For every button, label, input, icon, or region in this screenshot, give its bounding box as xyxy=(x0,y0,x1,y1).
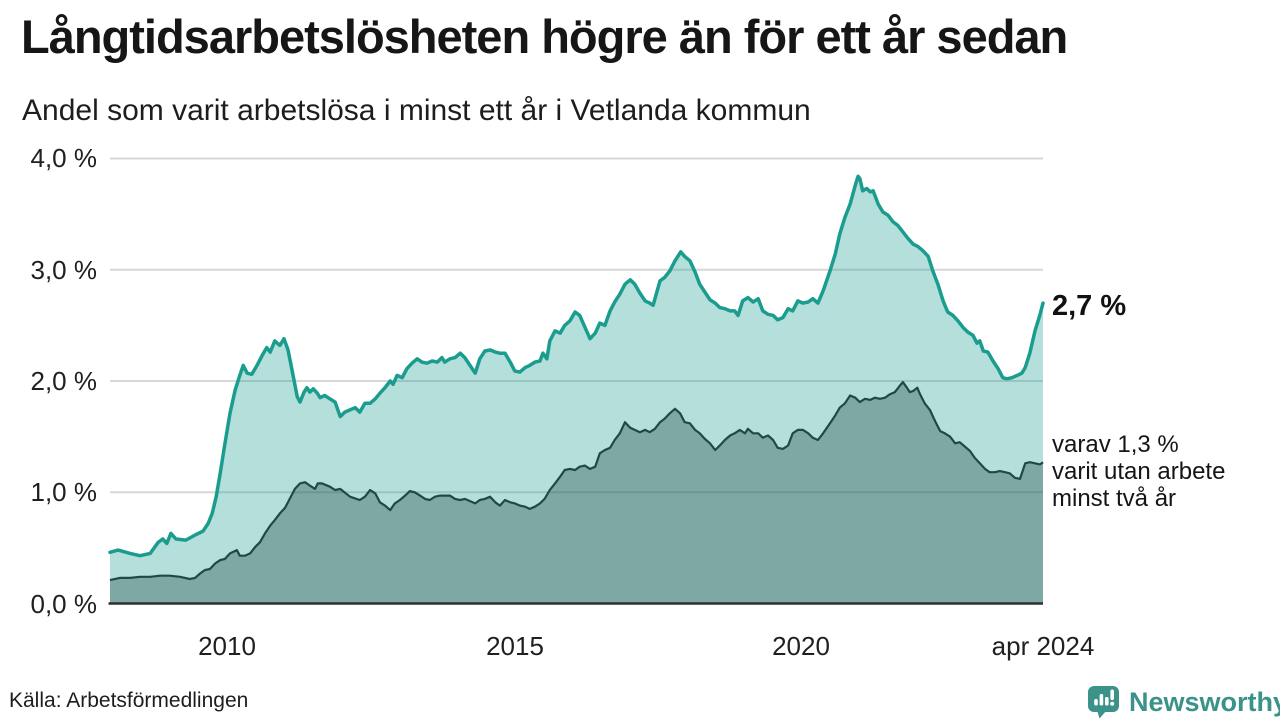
x-axis-tick-2020: 2020 xyxy=(772,631,830,661)
series1-area xyxy=(110,176,1043,604)
series2-annotation: varav 1,3 % varit utan arbete minst två … xyxy=(1052,431,1225,512)
y-axis-tick-2: 2,0 % xyxy=(30,366,98,396)
series1-line xyxy=(108,174,1045,558)
page-title: Långtidsarbetslösheten högre än för ett … xyxy=(21,10,1068,63)
source-attribution: Källa: Arbetsförmedlingen xyxy=(9,689,249,712)
series2-annotation-line2: varit utan arbete xyxy=(1052,458,1226,485)
newsworthy-wordmark: Newsworthy xyxy=(1129,687,1280,717)
y-axis-tick-1: 1,0 % xyxy=(30,477,98,507)
newsworthy-logo[interactable]: Newsworthy xyxy=(1085,684,1280,720)
y-axis-tick-4: 4,0 % xyxy=(30,143,98,173)
newsworthy-logo-icon xyxy=(1085,684,1122,720)
series2-annotation-line1: varav 1,3 % xyxy=(1052,431,1179,458)
series2-line xyxy=(109,381,1044,582)
y-axis-tick-3: 3,0 % xyxy=(30,255,98,285)
series2-annotation-line3: minst två år xyxy=(1052,485,1177,512)
series2-area xyxy=(110,382,1043,604)
x-axis-tick-apr2024: apr 2024 xyxy=(991,631,1095,661)
chart-subtitle: Andel som varit arbetslösa i minst ett å… xyxy=(22,94,811,127)
x-axis-tick-2010: 2010 xyxy=(198,631,256,661)
series1-end-value-label: 2,7 % xyxy=(1052,290,1127,322)
x-axis-tick-2015: 2015 xyxy=(486,631,544,661)
y-axis-tick-0: 0,0 % xyxy=(30,589,98,619)
